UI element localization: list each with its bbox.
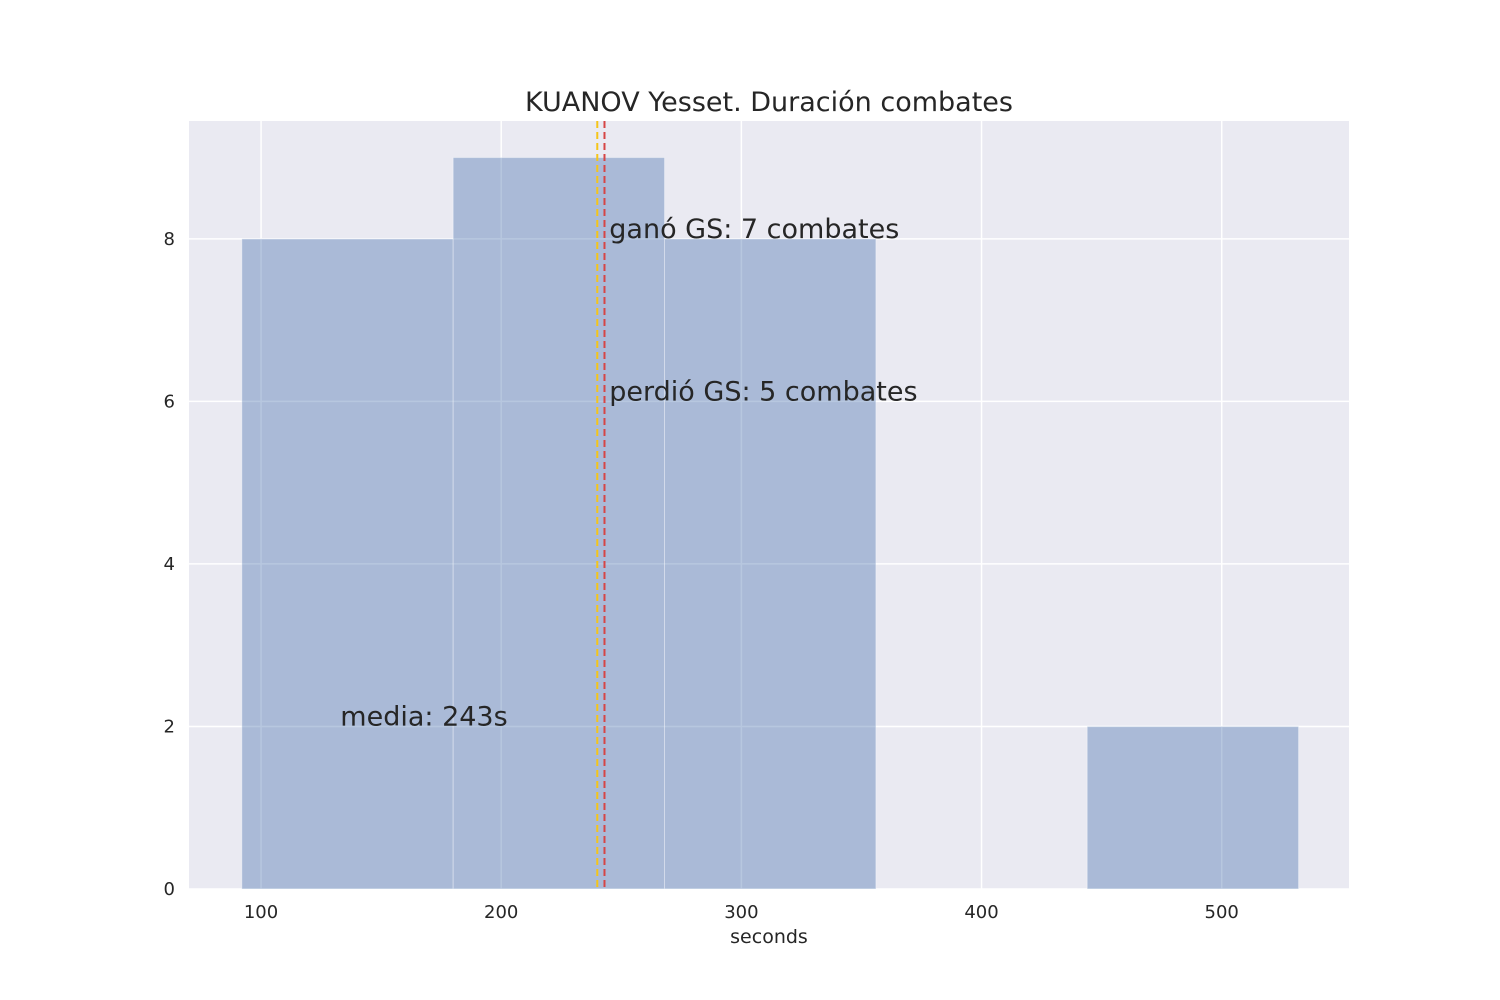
- x-tick-label: 500: [1205, 902, 1239, 923]
- x-tick-label: 200: [484, 902, 518, 923]
- x-tick-label: 400: [964, 902, 998, 923]
- x-axis-ticks: 100 200 300 400 500: [244, 902, 1239, 923]
- y-tick-label: 2: [164, 716, 175, 737]
- x-tick-label: 100: [244, 902, 278, 923]
- plot-area: [189, 121, 1349, 889]
- y-tick-label: 4: [164, 554, 175, 575]
- annotation-text: ganó GS: 7 combates: [609, 214, 899, 245]
- histogram-bar: [452, 157, 666, 890]
- x-axis-label: seconds: [730, 926, 808, 948]
- y-tick-label: 0: [164, 879, 175, 900]
- histogram-bar: [664, 238, 877, 890]
- annotation-text: perdió GS: 5 combates: [609, 376, 917, 407]
- y-axis-ticks: 0 2 4 6 8: [164, 229, 175, 900]
- histogram-bars: [241, 157, 1300, 890]
- y-tick-label: 6: [164, 391, 175, 412]
- reference-lines: [596, 121, 606, 889]
- y-tick-label: 8: [164, 229, 175, 250]
- annotations: ganó GS: 7 combates perdió GS: 5 combates…: [340, 214, 917, 733]
- chart-title: KUANOV Yesset. Duración combates: [525, 87, 1013, 118]
- histogram-bar: [1086, 725, 1300, 890]
- grid-lines: [189, 121, 1349, 890]
- x-tick-label: 300: [724, 902, 758, 923]
- annotation-text: media: 243s: [340, 701, 507, 732]
- histogram-bar: [241, 238, 454, 890]
